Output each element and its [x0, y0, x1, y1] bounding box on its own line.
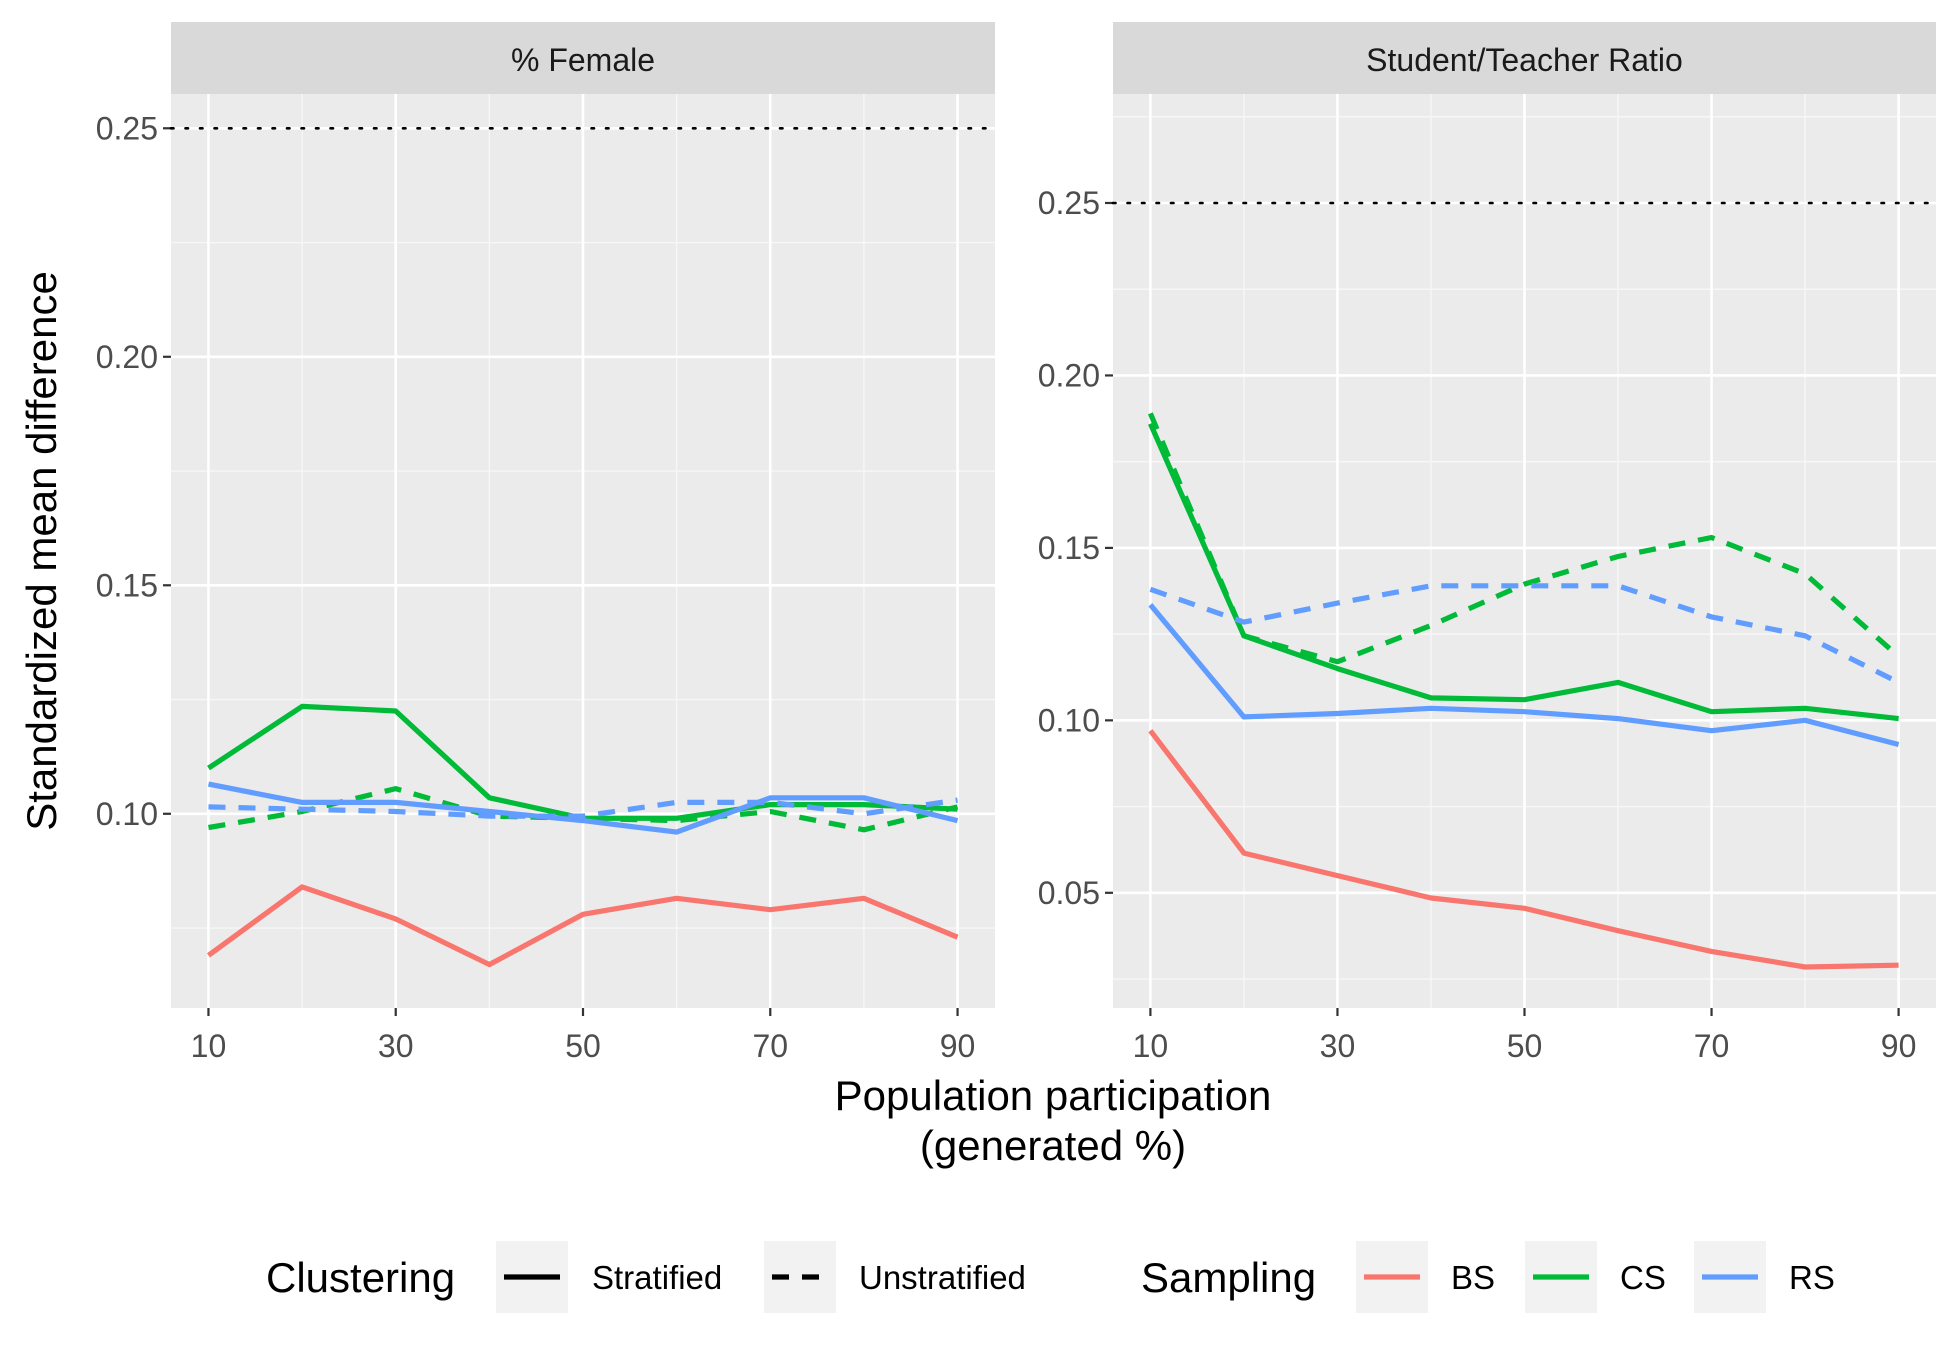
panel-title: % Female — [511, 42, 655, 78]
panel-1: % Female 0.10 0.15 0.20 0.25 10 30 50 70 90 — [96, 22, 997, 1064]
x-axis-subtitle: (generated %) — [920, 1122, 1186, 1169]
y-tick-label: 0.25 — [1038, 185, 1100, 221]
panel-strip — [171, 22, 995, 94]
y-tick-label: 0.20 — [1038, 357, 1100, 393]
x-tick-label: 50 — [565, 1028, 601, 1064]
y-tick-label: 0.15 — [96, 567, 158, 603]
x-tick-label: 10 — [1133, 1028, 1169, 1064]
panel-title: Student/Teacher Ratio — [1366, 42, 1683, 78]
series-line-cs-unstratified — [1148, 412, 1901, 665]
legend-label: Unstratified — [859, 1259, 1026, 1296]
series-line-bs-stratified — [1148, 729, 1899, 970]
y-tick-label: 0.10 — [1038, 702, 1100, 738]
x-tick-label: 70 — [752, 1028, 788, 1064]
x-tick-label: 50 — [1507, 1028, 1543, 1064]
y-tick-label: 0.20 — [96, 339, 158, 375]
series-line-bs-stratified — [206, 884, 959, 968]
panel-strip — [1113, 22, 1936, 94]
legend-label: CS — [1620, 1259, 1666, 1296]
panel-2: Student/Teacher Ratio 0.05 0.10 0.15 0.20 0.2… — [1038, 22, 1938, 1064]
series-line-rs-unstratified — [1149, 583, 1900, 685]
legend-label: RS — [1789, 1259, 1835, 1296]
legend-title-sampling: Sampling — [1141, 1254, 1316, 1301]
x-tick-label: 90 — [940, 1028, 976, 1064]
x-tick-label: 30 — [378, 1028, 414, 1064]
series-line-rs-stratified — [1148, 603, 1900, 748]
legend-label: Stratified — [592, 1259, 722, 1296]
legend-label: BS — [1451, 1259, 1495, 1296]
x-axis-title: Population participation — [835, 1072, 1272, 1119]
series-line-rs-unstratified — [208, 797, 958, 819]
legend-title-clustering: Clustering — [266, 1254, 455, 1301]
series-line-rs-stratified — [208, 781, 959, 835]
x-tick-label: 90 — [1881, 1028, 1917, 1064]
legend: Clustering Stratified Unstratified Sampling… — [266, 1241, 1835, 1313]
y-tick-label: 0.10 — [96, 796, 158, 832]
x-tick-label: 10 — [191, 1028, 227, 1064]
y-tick-label: 0.05 — [1038, 875, 1100, 911]
x-tick-label: 70 — [1694, 1028, 1730, 1064]
y-tick-label: 0.15 — [1038, 530, 1100, 566]
y-tick-label: 0.25 — [96, 110, 158, 146]
y-axis-title: Standardized mean difference — [18, 271, 65, 831]
x-tick-label: 30 — [1320, 1028, 1356, 1064]
